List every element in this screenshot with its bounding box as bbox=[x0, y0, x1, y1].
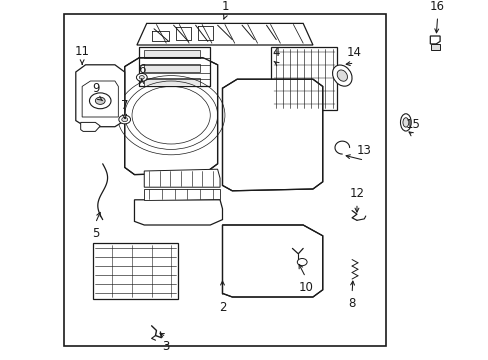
Polygon shape bbox=[144, 189, 220, 200]
Bar bbox=[144, 50, 200, 58]
Text: 7: 7 bbox=[121, 99, 128, 112]
Ellipse shape bbox=[400, 114, 410, 131]
Bar bbox=[63, 14, 386, 346]
Text: 13: 13 bbox=[356, 144, 371, 157]
Polygon shape bbox=[139, 47, 210, 86]
Circle shape bbox=[297, 258, 306, 266]
Polygon shape bbox=[144, 169, 220, 187]
Polygon shape bbox=[137, 23, 312, 45]
Ellipse shape bbox=[402, 118, 408, 127]
Bar bbox=[271, 47, 337, 110]
Text: 9: 9 bbox=[93, 82, 100, 95]
Text: 3: 3 bbox=[162, 340, 170, 353]
Text: 5: 5 bbox=[91, 227, 99, 240]
Circle shape bbox=[95, 97, 105, 104]
Polygon shape bbox=[134, 200, 222, 225]
Text: 10: 10 bbox=[298, 281, 312, 294]
Polygon shape bbox=[429, 36, 439, 44]
Text: 6: 6 bbox=[138, 63, 145, 76]
Circle shape bbox=[89, 93, 111, 109]
Circle shape bbox=[119, 115, 130, 124]
Circle shape bbox=[139, 76, 144, 79]
Text: 14: 14 bbox=[346, 46, 361, 59]
Text: 16: 16 bbox=[429, 0, 444, 13]
Bar bbox=[144, 78, 200, 86]
Text: 8: 8 bbox=[347, 297, 355, 310]
Circle shape bbox=[122, 117, 127, 122]
Polygon shape bbox=[124, 58, 217, 175]
Circle shape bbox=[136, 73, 147, 81]
Polygon shape bbox=[82, 81, 118, 117]
Text: 2: 2 bbox=[218, 301, 226, 314]
Polygon shape bbox=[222, 79, 322, 191]
Polygon shape bbox=[222, 225, 322, 297]
Text: 4: 4 bbox=[272, 46, 280, 59]
Text: 12: 12 bbox=[349, 187, 364, 200]
Text: 11: 11 bbox=[75, 45, 89, 58]
Bar bbox=[144, 64, 200, 72]
Bar bbox=[430, 44, 439, 50]
Ellipse shape bbox=[332, 65, 351, 86]
Bar bbox=[93, 243, 178, 299]
Text: 15: 15 bbox=[405, 118, 420, 131]
Polygon shape bbox=[124, 58, 217, 175]
Ellipse shape bbox=[336, 70, 347, 81]
Polygon shape bbox=[76, 65, 124, 127]
Text: 1: 1 bbox=[221, 0, 228, 13]
Polygon shape bbox=[222, 225, 322, 297]
Polygon shape bbox=[222, 79, 322, 191]
Polygon shape bbox=[81, 122, 100, 131]
